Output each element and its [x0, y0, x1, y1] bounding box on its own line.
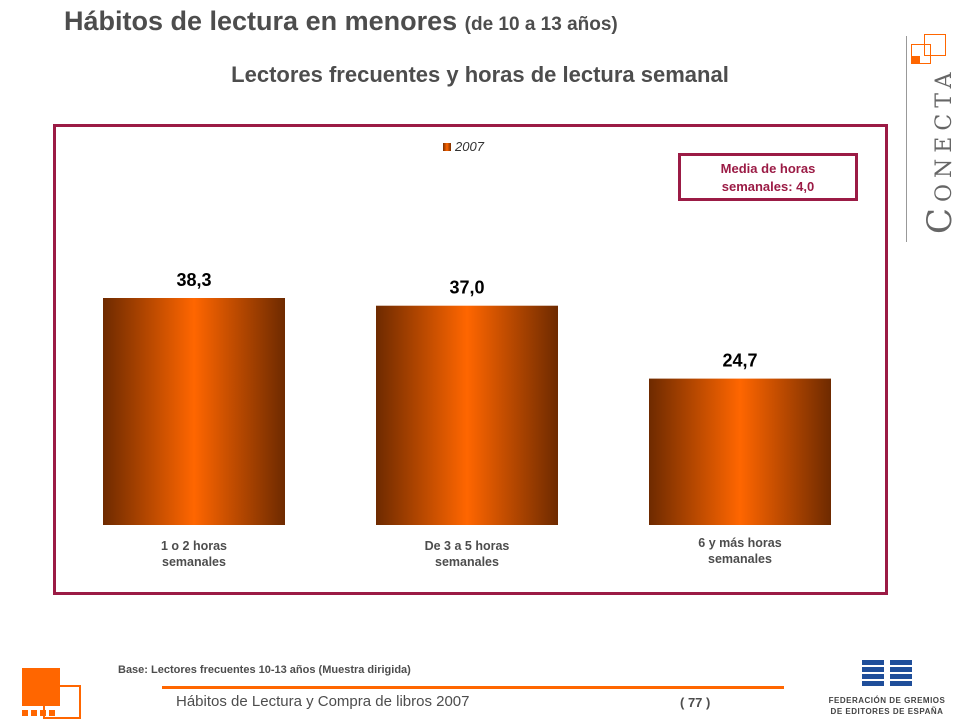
category-label-1: 1 o 2 horas semanales: [161, 539, 227, 569]
page-title: Hábitos de lectura en menores (de 10 a 1…: [64, 6, 618, 37]
federation-name-1: FEDERACIÓN DE GREMIOS: [828, 696, 946, 705]
legend-label: 2007: [455, 139, 484, 154]
chart-frame: 2007 Media de horas semanales: 4,0 38,3 3…: [53, 124, 888, 595]
bar-2: [376, 305, 558, 525]
legend-swatch: [443, 142, 451, 151]
brand-wordmark: CONECTA: [920, 66, 960, 234]
federation-logo: FEDERACIÓN DE GREMIOS DE EDITORES DE ESP…: [822, 658, 952, 718]
bar-1: [103, 298, 285, 525]
federation-name-2: DE EDITORES DE ESPAÑA: [830, 707, 944, 716]
footer-doc-title: Hábitos de Lectura y Compra de libros 20…: [176, 693, 470, 710]
base-note: Base: Lectores frecuentes 10-13 años (Mu…: [118, 664, 411, 676]
title-main: Hábitos de lectura en menores: [64, 6, 458, 36]
footer-divider: [162, 686, 784, 689]
federation-mark-icon: [862, 660, 912, 686]
conecta-brand: CONECTA: [904, 34, 960, 244]
chart-subtitle: Lectores frecuentes y horas de lectura s…: [231, 62, 729, 87]
bar-value-label-3: 24,7: [722, 351, 757, 371]
brand-square-large: [911, 44, 931, 64]
mean-hours-line2: semanales: 4,0: [721, 179, 815, 194]
corner-logo: [22, 668, 81, 719]
bar-value-label-1: 38,3: [176, 270, 211, 290]
brand-square-filled: [912, 56, 920, 64]
mean-hours-box: Media de horas semanales: 4,0: [678, 153, 858, 201]
bar-value-label-2: 37,0: [449, 278, 484, 298]
brand-square-outline: [924, 34, 946, 56]
mean-hours-line1: Media de horas: [720, 161, 816, 176]
category-label-2: De 3 a 5 horas semanales: [424, 539, 510, 569]
category-label-3: 6 y más horas semanales: [698, 536, 782, 566]
page-number: ( 77 ): [680, 695, 711, 710]
chart-legend: 2007: [443, 139, 484, 154]
bar-chart: 38,3 37,0 24,7: [103, 270, 831, 525]
title-sub: (de 10 a 13 años): [464, 14, 618, 35]
brand-divider: [906, 36, 907, 242]
bar-3: [649, 378, 831, 525]
